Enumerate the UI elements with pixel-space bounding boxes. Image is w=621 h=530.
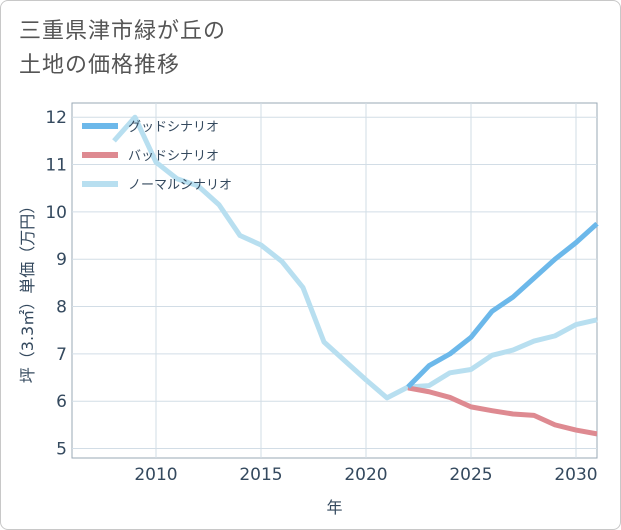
series-lines	[112, 114, 599, 437]
x-tick-label: 2020	[344, 465, 387, 485]
y-tick-label: 9	[56, 250, 67, 270]
x-tick-labels: 2010 2015 2020 2025 2030	[134, 465, 597, 485]
legend-label: バッドシナリオ	[128, 149, 219, 164]
y-tick-labels: 5 6 7 8 9 10 11 12	[45, 108, 67, 459]
x-tick-label: 2010	[134, 465, 177, 485]
series-line	[407, 385, 598, 437]
y-tick-label: 11	[45, 156, 67, 176]
x-axis-title: 年	[326, 498, 342, 517]
x-tick-label: 2025	[449, 465, 492, 485]
y-tick-label: 6	[56, 392, 67, 412]
y-tick-label: 10	[45, 203, 67, 223]
y-tick-label: 5	[56, 440, 67, 460]
title-line-2: 土地の価格推移	[19, 53, 181, 78]
y-tick-label: 8	[56, 298, 67, 318]
x-tick-label: 2015	[239, 465, 282, 485]
x-tick-label: 2030	[554, 465, 597, 485]
legend-label: グッドシナリオ	[128, 120, 219, 135]
title-line-1: 三重県津市緑が丘の	[19, 19, 227, 44]
y-tick-label: 7	[56, 345, 67, 365]
y-axis-title: 坪（3.3㎡）単価（万円）	[18, 198, 37, 383]
series-line	[406, 221, 599, 389]
series-line	[112, 114, 598, 401]
legend-label: ノーマルシナリオ	[128, 178, 232, 193]
y-tick-label: 12	[45, 108, 67, 128]
chart-title: 三重県津市緑が丘の 土地の価格推移	[19, 15, 226, 83]
